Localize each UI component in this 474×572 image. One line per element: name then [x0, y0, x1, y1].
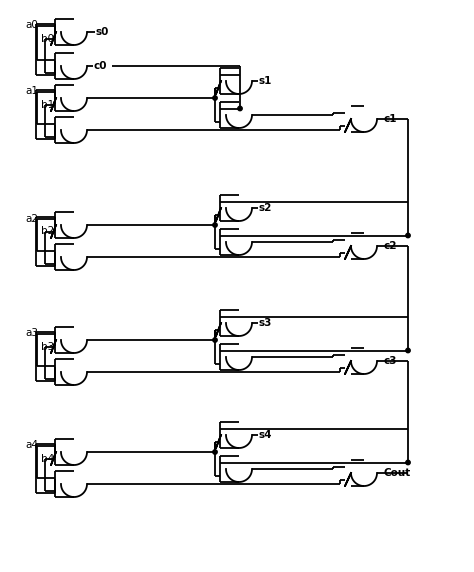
Text: c0: c0 — [94, 61, 108, 71]
Text: s1: s1 — [259, 76, 273, 86]
Text: b0: b0 — [41, 34, 54, 43]
Text: b3: b3 — [41, 341, 54, 352]
Text: c2: c2 — [384, 241, 398, 251]
Circle shape — [213, 450, 217, 454]
Text: a2: a2 — [25, 213, 38, 224]
Text: s2: s2 — [259, 203, 273, 213]
Circle shape — [406, 460, 410, 464]
Text: a3: a3 — [25, 328, 38, 339]
Text: s0: s0 — [96, 27, 109, 37]
Circle shape — [238, 106, 242, 111]
Circle shape — [406, 233, 410, 238]
Text: Cout: Cout — [384, 468, 411, 478]
Text: a0: a0 — [25, 21, 38, 30]
Text: b4: b4 — [41, 454, 54, 463]
Text: a4: a4 — [25, 440, 38, 451]
Circle shape — [406, 348, 410, 353]
Circle shape — [213, 96, 217, 100]
Text: b1: b1 — [41, 100, 54, 109]
Text: s4: s4 — [259, 430, 273, 440]
Text: c3: c3 — [384, 356, 398, 366]
Text: a1: a1 — [25, 86, 38, 97]
Text: s3: s3 — [259, 318, 273, 328]
Text: b2: b2 — [41, 227, 54, 236]
Text: c1: c1 — [384, 114, 398, 124]
Circle shape — [213, 338, 217, 342]
Circle shape — [213, 223, 217, 227]
